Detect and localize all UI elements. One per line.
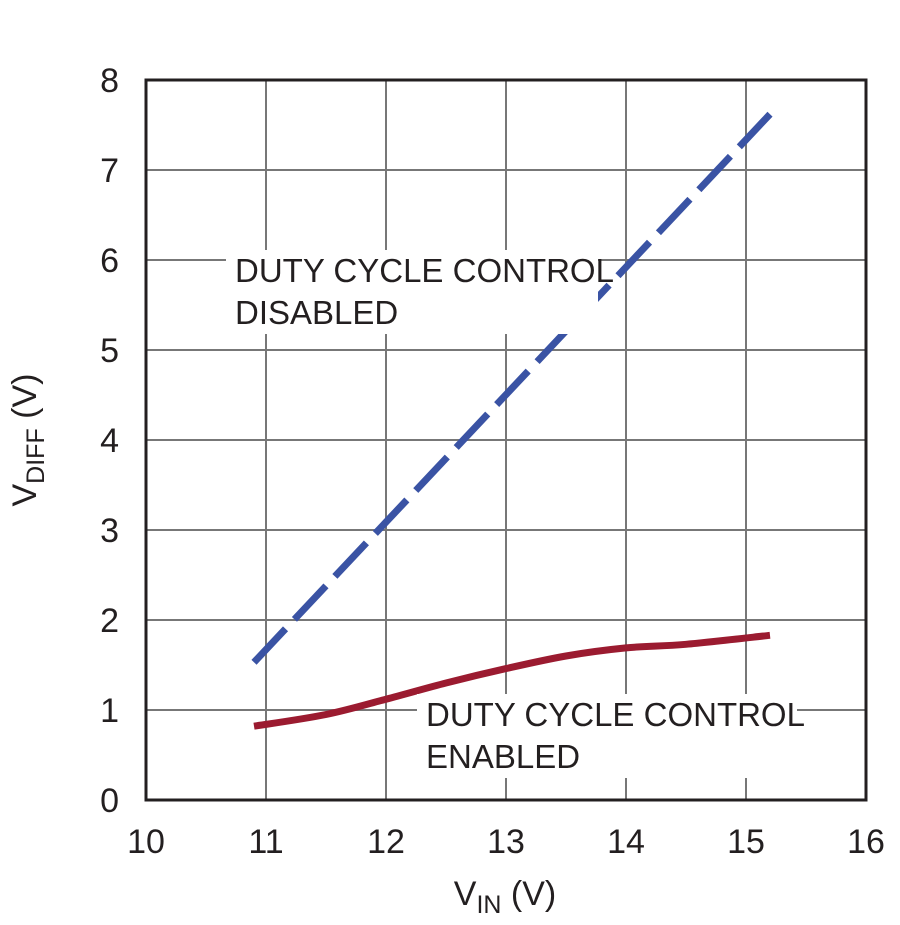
series-line-disabled: [251, 111, 773, 665]
annotations: DUTY CYCLE CONTROL DISABLED DUTY CYCLE C…: [226, 250, 805, 778]
y-tick-label: 6: [100, 242, 119, 280]
annotation-enabled-line1: DUTY CYCLE CONTROL: [426, 696, 805, 733]
x-tick-label: 14: [607, 823, 645, 861]
y-axis-title-unit: (V): [6, 373, 44, 428]
annotation-disabled-line1: DUTY CYCLE CONTROL: [235, 252, 614, 289]
x-tick-label: 11: [248, 823, 283, 861]
y-axis-title: VDIFF (V): [6, 373, 50, 506]
annotation-disabled-line2: DISABLED: [235, 294, 398, 331]
y-tick-label: 4: [100, 422, 119, 460]
x-axis-title: VIN (V): [454, 875, 556, 919]
y-axis-title-subscript: DIFF: [22, 428, 50, 484]
x-axis-title-subscript: IN: [476, 891, 501, 919]
x-tick-label: 13: [487, 823, 525, 861]
y-tick-label: 3: [100, 512, 119, 550]
y-tick-label: 5: [100, 332, 119, 370]
x-tick-label: 16: [847, 823, 885, 861]
y-tick-label: 1: [100, 692, 119, 730]
annotation-enabled-line2: ENABLED: [426, 738, 580, 775]
y-tick-label: 7: [100, 152, 119, 190]
x-axis-title-unit: (V): [501, 875, 556, 913]
x-axis-title-main: V: [454, 875, 477, 913]
y-axis-title-main: V: [6, 484, 44, 507]
x-tick-label: 12: [367, 823, 405, 861]
annotation-enabled-background: [417, 694, 797, 778]
y-tick-label: 8: [100, 62, 119, 100]
series-line-enabled: [253, 631, 771, 730]
y-tick-label: 2: [100, 602, 119, 640]
annotation-disabled-background: [226, 250, 598, 334]
series-group: [251, 111, 773, 730]
x-tick-label: 10: [127, 823, 165, 861]
plot-frame: [144, 78, 868, 802]
y-tick-label: 0: [100, 782, 119, 820]
x-tick-label: 15: [727, 823, 765, 861]
